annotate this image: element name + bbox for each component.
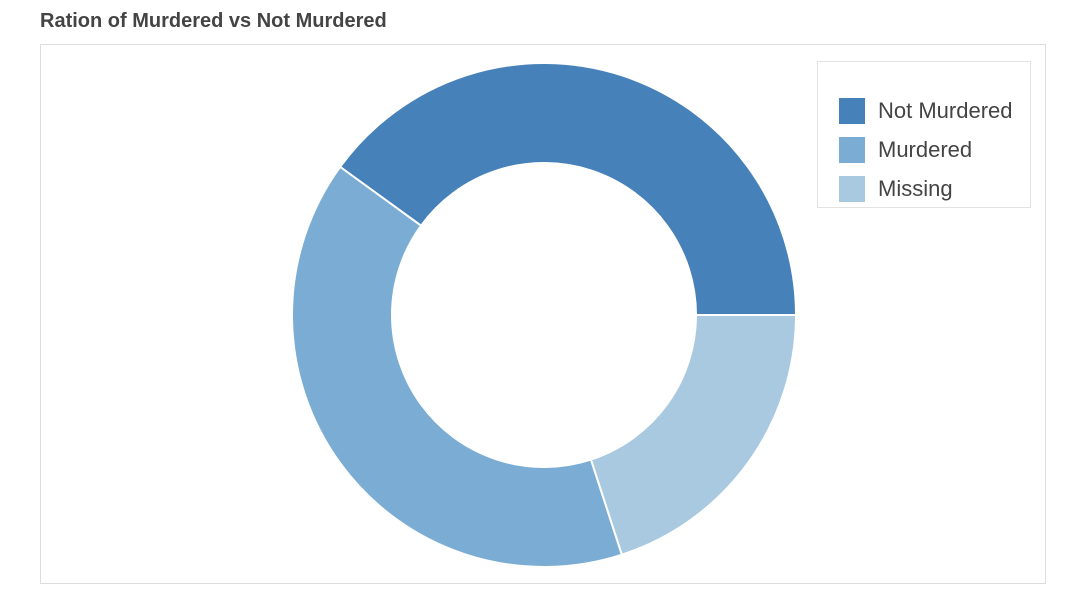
- legend-label-not-murdered: Not Murdered: [878, 98, 1013, 123]
- chart-legend: Not Murdered Murdered Missing: [817, 61, 1031, 208]
- legend-label-missing: Missing: [878, 176, 953, 201]
- legend-swatch-not-murdered: [839, 98, 865, 124]
- donut-slice-not-murdered[interactable]: [338, 62, 798, 316]
- chart-panel: Not Murdered Murdered Missing: [40, 44, 1046, 584]
- legend-item-murdered[interactable]: Murdered: [839, 137, 972, 163]
- legend-item-not-murdered[interactable]: Not Murdered: [839, 98, 1013, 124]
- donut-slice-missing[interactable]: [589, 314, 798, 556]
- legend-swatch-missing: [839, 176, 865, 202]
- donut-slice-murdered[interactable]: [291, 165, 624, 568]
- legend-label-murdered: Murdered: [878, 137, 973, 162]
- chart-title: Ration of Murdered vs Not Murdered: [40, 10, 387, 32]
- legend-swatch-murdered: [839, 137, 865, 163]
- legend-item-missing[interactable]: Missing: [839, 176, 953, 202]
- donut-chart: [291, 62, 798, 568]
- donut-slices: [291, 62, 798, 568]
